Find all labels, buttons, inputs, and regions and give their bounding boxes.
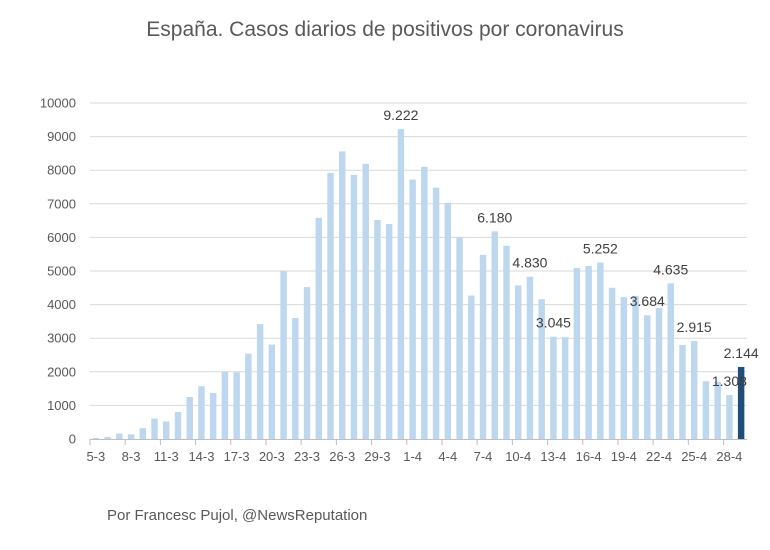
bar — [209, 392, 217, 439]
bar — [92, 437, 100, 439]
y-tick-label: 6000 — [47, 230, 76, 245]
bar — [409, 179, 416, 439]
bar — [456, 237, 463, 439]
x-tick-label: 29-3 — [364, 449, 390, 464]
bar — [432, 187, 440, 439]
bar — [550, 336, 557, 439]
x-tick-label: 4-4 — [438, 449, 457, 464]
y-tick-label: 1000 — [47, 398, 76, 413]
x-tick-label: 26-3 — [329, 449, 355, 464]
data-label: 5.252 — [583, 241, 618, 257]
data-label: 3.684 — [630, 293, 665, 309]
x-tick-label: 17-3 — [224, 449, 250, 464]
bar — [714, 381, 721, 439]
bar — [221, 371, 229, 439]
x-tick-label: 19-4 — [611, 449, 637, 464]
bar — [233, 372, 240, 439]
bar — [503, 245, 510, 439]
x-tick-label: 14-3 — [188, 449, 214, 464]
bar — [679, 344, 686, 439]
data-label: 2.915 — [677, 319, 712, 335]
bar — [397, 129, 405, 439]
bar — [292, 318, 299, 439]
bar — [620, 297, 628, 439]
bar — [632, 295, 639, 439]
y-tick-label: 10000 — [40, 96, 76, 111]
bar — [702, 381, 710, 439]
bar — [526, 276, 534, 439]
bar — [245, 353, 252, 439]
bar — [280, 271, 287, 439]
bar — [268, 344, 276, 439]
x-tick-label: 8-3 — [122, 449, 141, 464]
author-credit: Por Francesc Pujol, @NewsReputation — [107, 507, 368, 524]
y-tick-label: 9000 — [47, 129, 76, 144]
bar — [597, 262, 604, 439]
bar — [573, 267, 581, 439]
x-tick-label: 1-4 — [403, 449, 422, 464]
y-tick-label: 5000 — [47, 264, 76, 279]
data-label: 4.830 — [512, 255, 547, 271]
x-tick-label: 28-4 — [716, 449, 742, 464]
bar — [514, 285, 522, 439]
chart-title: España. Casos diarios de positivos por c… — [146, 18, 624, 41]
bar — [327, 172, 334, 439]
data-label: 4.635 — [653, 261, 688, 277]
bar — [116, 433, 123, 439]
bar — [468, 295, 475, 439]
bar — [374, 219, 381, 439]
bar — [139, 428, 147, 439]
x-tick-label: 22-4 — [646, 449, 672, 464]
bar — [350, 174, 358, 440]
bar — [538, 299, 545, 439]
bar — [655, 307, 663, 439]
y-tick-label: 2000 — [47, 364, 76, 379]
x-tick-label: 11-3 — [154, 449, 179, 464]
bar — [174, 412, 182, 439]
bar — [444, 202, 452, 439]
bar — [479, 254, 487, 439]
bar — [608, 287, 616, 439]
bar — [163, 421, 170, 439]
data-label: 1.308 — [712, 373, 747, 389]
x-tick-label: 25-4 — [681, 449, 707, 464]
bar — [644, 315, 651, 439]
x-tick-label: 7-4 — [474, 449, 493, 464]
y-tick-label: 0 — [69, 432, 76, 447]
bar — [104, 436, 111, 439]
bar — [198, 386, 205, 439]
data-label: 9.222 — [383, 107, 418, 123]
bar — [362, 163, 369, 440]
x-tick-label: 23-3 — [294, 449, 320, 464]
bar — [127, 434, 135, 439]
bar — [339, 151, 346, 439]
x-tick-label: 10-4 — [505, 449, 531, 464]
bar — [151, 418, 158, 439]
data-label: 6.180 — [477, 209, 512, 225]
y-tick-label: 3000 — [47, 331, 76, 346]
bar — [561, 337, 569, 439]
bar — [737, 366, 745, 439]
y-tick-label: 7000 — [47, 196, 76, 211]
x-tick-label: 5-3 — [86, 449, 105, 464]
x-tick-label: 20-3 — [259, 449, 285, 464]
bar — [256, 324, 264, 439]
bar — [303, 287, 311, 439]
x-tick-label: 13-4 — [540, 449, 566, 464]
bar — [585, 265, 592, 439]
bar — [491, 231, 498, 439]
data-label: 3.045 — [536, 315, 571, 331]
bar — [667, 283, 674, 439]
bar — [421, 166, 428, 439]
data-label: 2.144 — [724, 345, 759, 361]
bar — [186, 397, 193, 439]
x-tick-label: 16-4 — [576, 449, 602, 464]
bar — [385, 223, 393, 439]
bar — [690, 341, 698, 439]
y-tick-label: 8000 — [47, 163, 76, 178]
bar — [315, 217, 323, 439]
y-tick-label: 4000 — [47, 297, 76, 312]
bar — [726, 395, 733, 439]
